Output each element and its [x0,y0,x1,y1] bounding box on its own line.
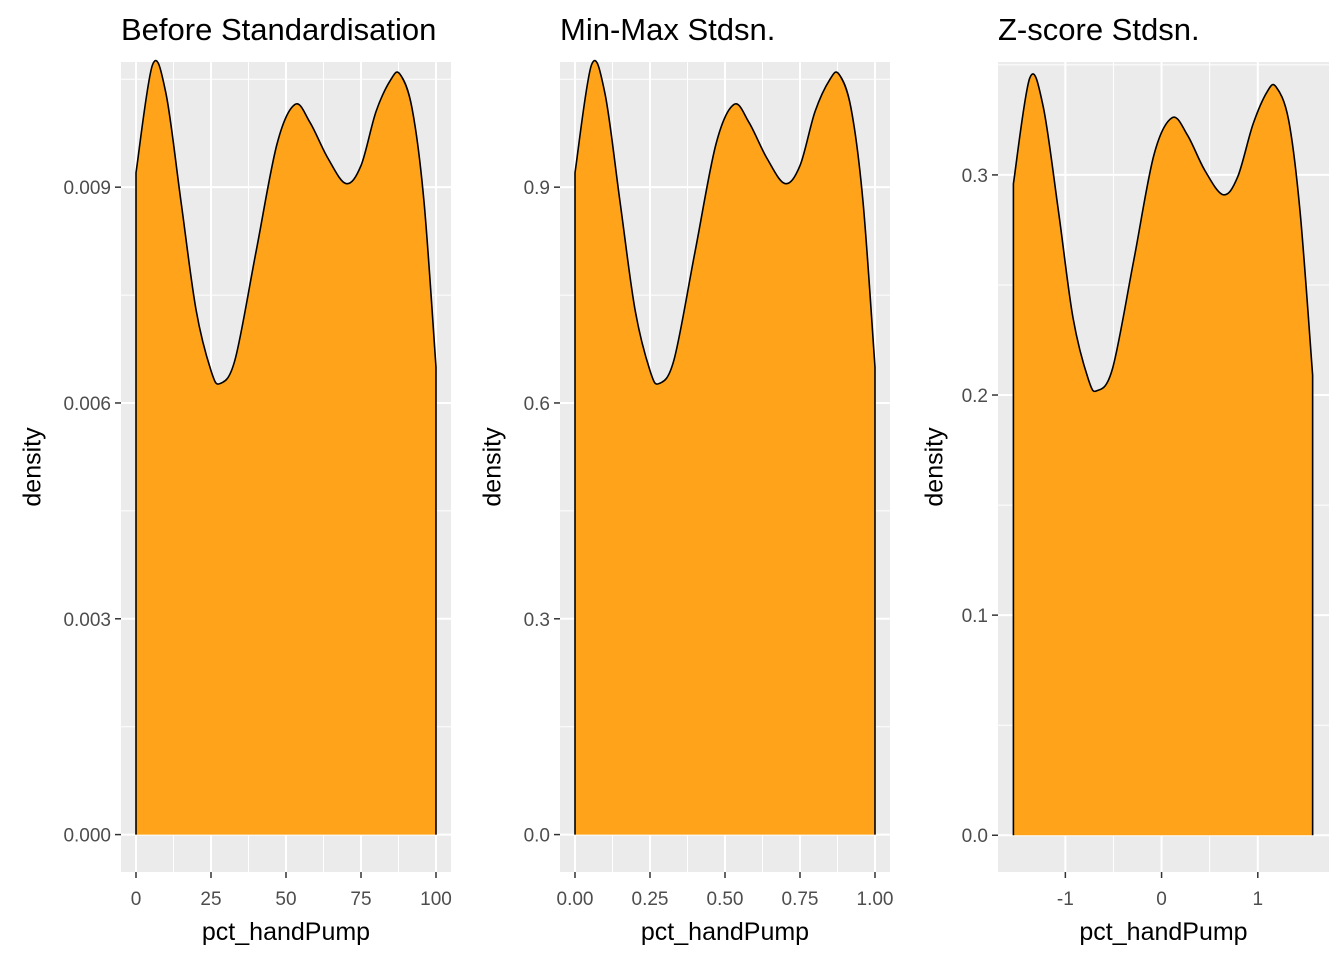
x-tick-label: 50 [275,889,296,910]
y-axis-label: density [921,427,949,507]
y-tick-label: 0.000 [63,826,111,847]
x-tick-label: 100 [420,889,452,910]
panel-title: Z-score Stdsn. [998,12,1200,47]
x-tick-label: 0 [1156,889,1167,910]
y-tick-label: 0.1 [962,606,988,627]
x-tick-label: -1 [1057,889,1074,910]
x-tick-label: 0.25 [632,889,669,910]
density-area [1013,73,1313,836]
density-line [135,59,437,835]
panel-z-score-stdsn: Z-score Stdsn. -1 0 1 0.0 0.1 0.2 0.3 pct_handP… [921,12,1329,946]
y-tick-label: 0.2 [962,386,988,407]
y-tick-label: 0.0 [524,826,550,847]
y-tick-label: 0.006 [63,394,111,415]
x-tick-label: 25 [200,889,221,910]
panel-min-max-stdsn: Min-Max Stdsn. 0.00 0.25 0.50 0.75 1.00 0.0 0.… [479,12,894,946]
density-line [1012,73,1314,836]
y-tick-label: 0.0 [962,826,988,847]
x-tick-label: 1.00 [857,889,894,910]
panel-before-standardisation: Before Standardisation 0 25 50 75 100 0.000 0.… [19,12,452,946]
y-tick-label: 0.003 [63,610,111,631]
y-axis-label: density [19,427,47,507]
y-axis-label: density [479,427,507,507]
panel-title: Min-Max Stdsn. [560,12,775,47]
y-tick-label: 0.3 [524,610,550,631]
x-axis-label: pct_handPump [1079,918,1247,946]
x-tick-label: 0 [131,889,142,910]
y-tick-label: 0.009 [63,178,111,199]
panel-title: Before Standardisation [121,12,436,47]
density-area [136,60,436,835]
y-tick-label: 0.6 [524,394,550,415]
x-axis-label: pct_handPump [641,918,809,946]
density-area [575,60,875,835]
x-tick-label: 0.75 [782,889,819,910]
x-tick-label: 75 [350,889,371,910]
x-axis-label: pct_handPump [202,918,370,946]
x-tick-label: 0.00 [557,889,594,910]
y-tick-label: 0.9 [524,178,550,199]
x-tick-label: 0.50 [707,889,744,910]
density-line [574,59,876,835]
x-tick-label: 1 [1253,889,1264,910]
y-tick-label: 0.3 [962,166,988,187]
